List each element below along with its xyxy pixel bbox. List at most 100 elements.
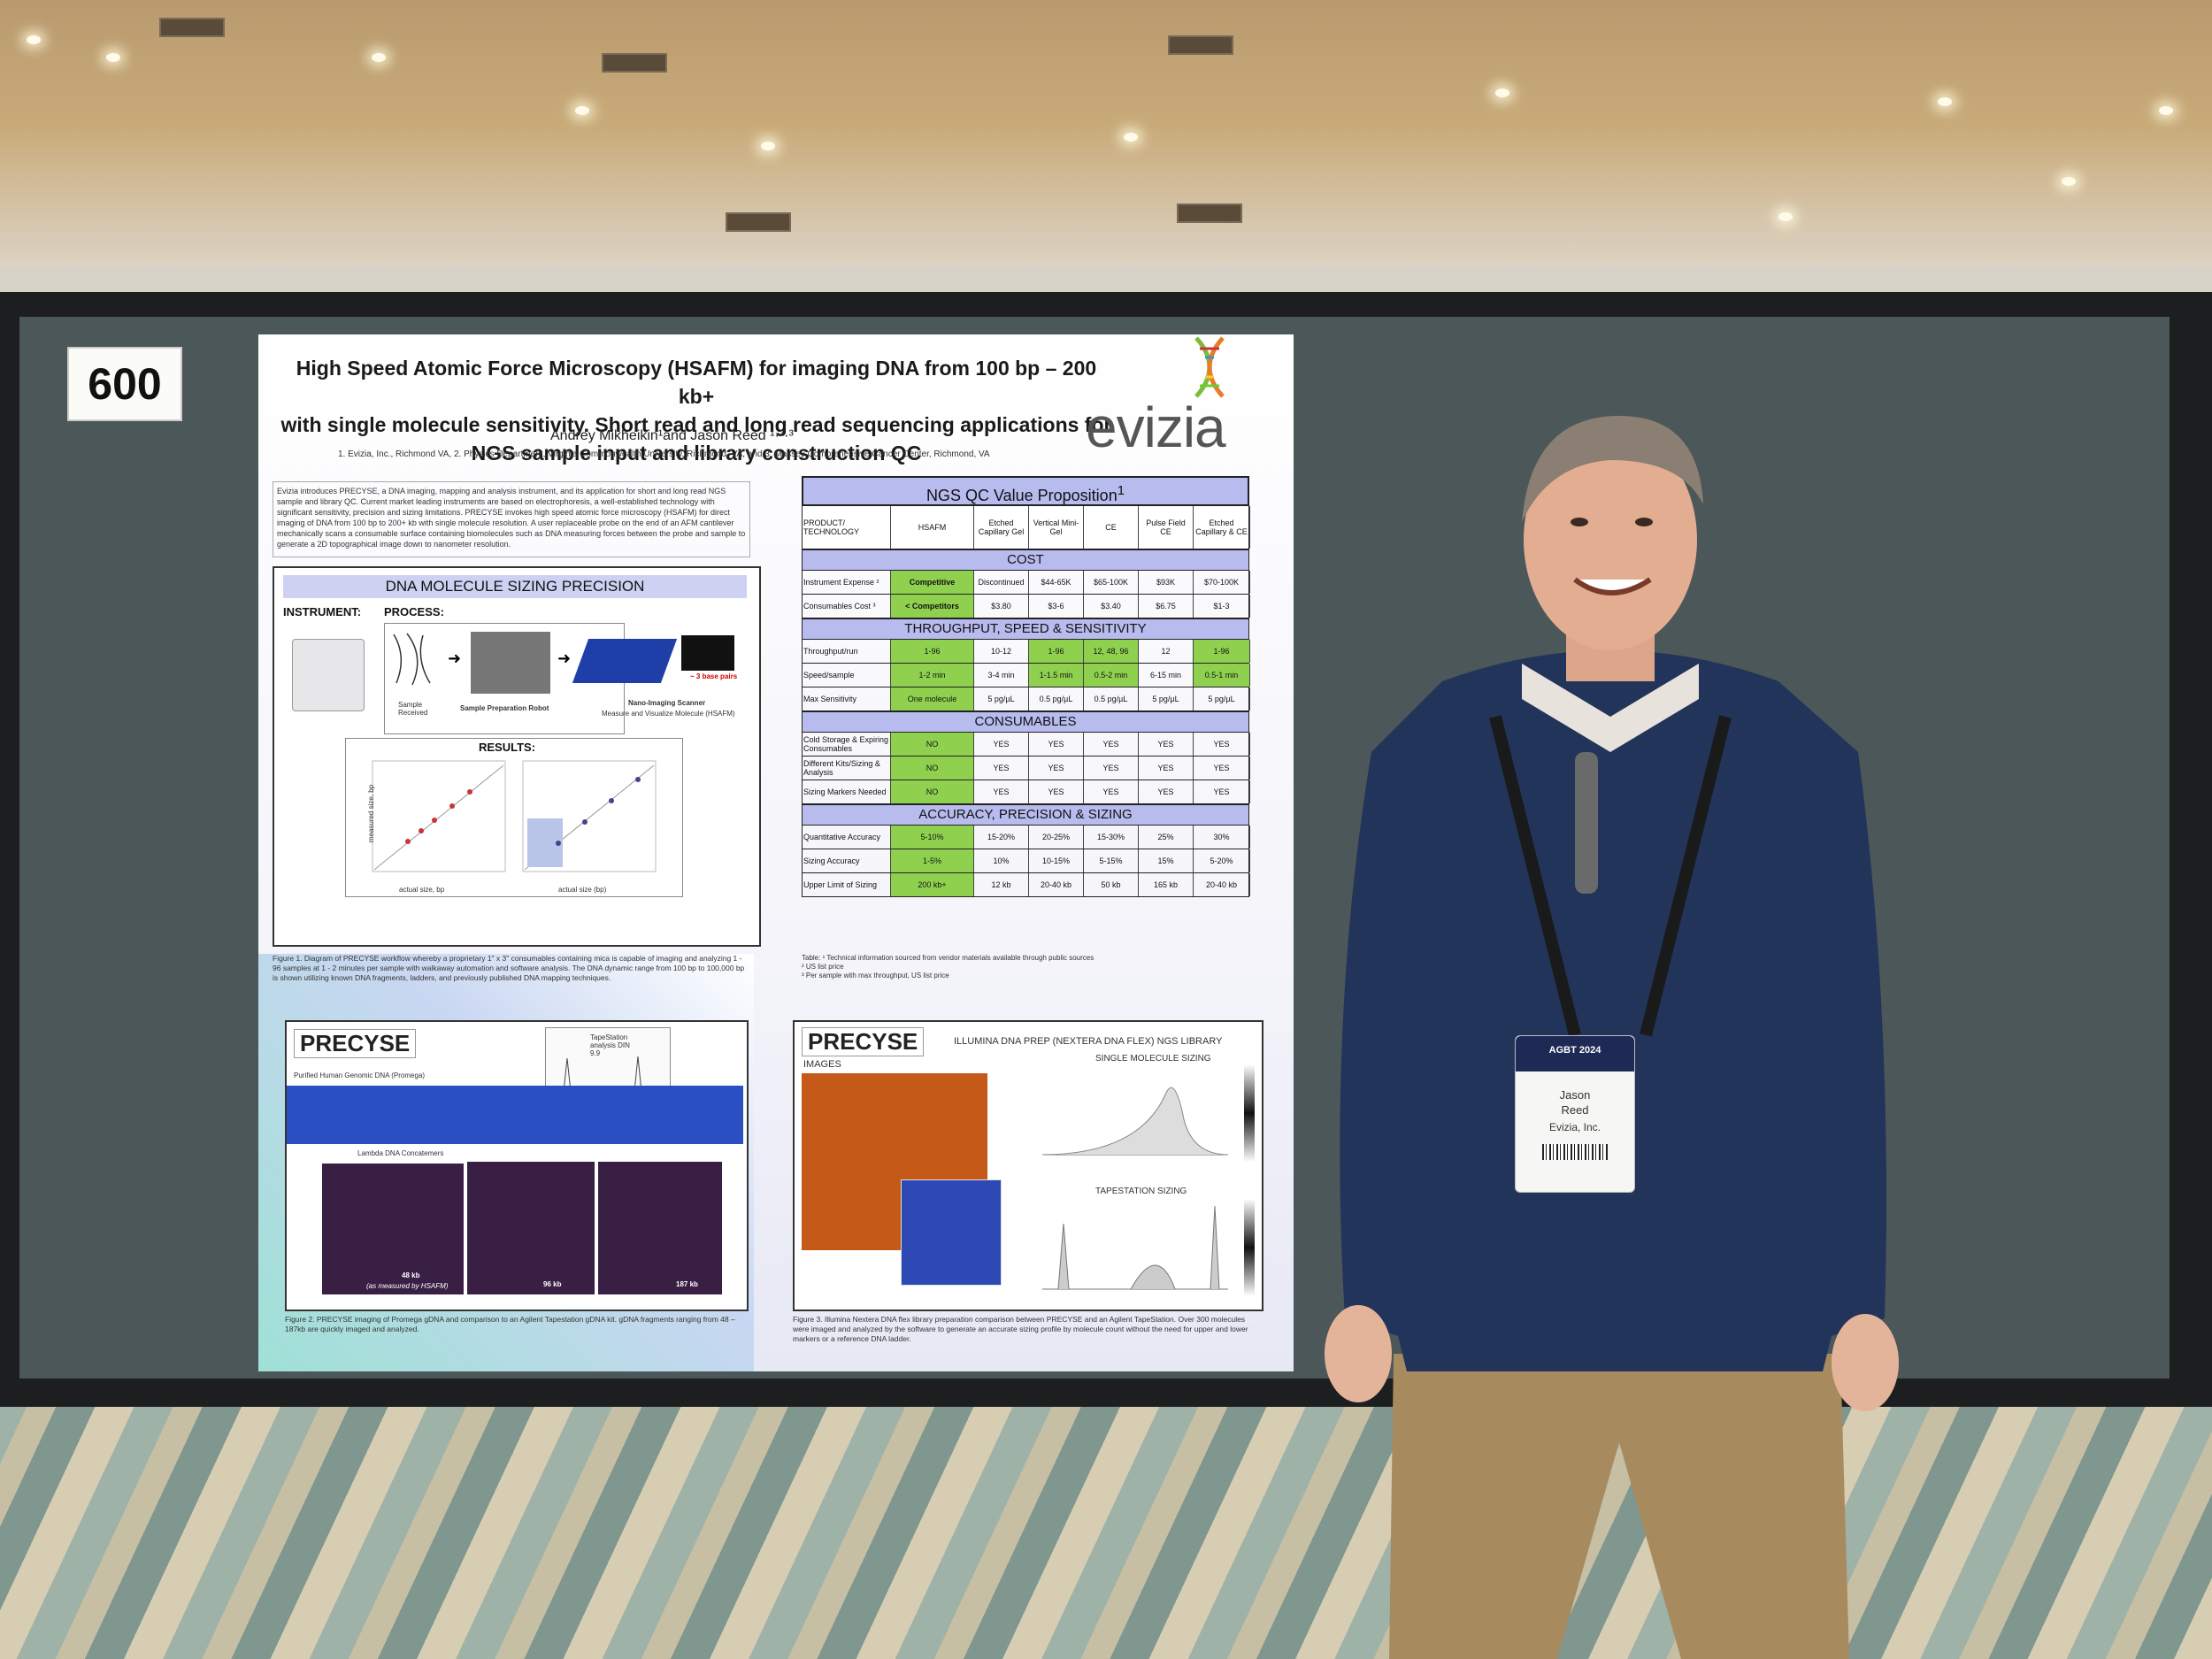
badge-barcode [1542,1144,1608,1160]
results-label: RESULTS: [479,741,536,754]
table-row-label: Throughput/run [803,640,891,663]
table-row-label: Quantitative Accuracy [803,826,891,849]
table-note-1: Table: ¹ Technical information sourced f… [802,954,1094,962]
table-header-row: PRODUCT/ TECHNOLOGY HSAFM Etched Capillary… [802,506,1250,549]
precyse-library-panel: PRECYSE ILLUMINA DNA PREP (NEXTERA DNA F… [793,1020,1263,1311]
tapestation-label: TapeStation analysis DIN 9.9 [590,1033,630,1057]
table-row: Speed/sample 1-2 min 3-4 min 1-1.5 min 0.5-2… [802,664,1250,687]
table-cell: 0.5-2 min [1084,664,1139,687]
single-molecule-histogram [1041,1087,1229,1156]
table-cell: 5-15% [1084,849,1139,872]
table-cell: 1-1.5 min [1029,664,1084,687]
library-title: ILLUMINA DNA PREP (NEXTERA DNA FLEX) NGS… [954,1036,1223,1047]
head [1524,429,1697,650]
table-cell: 1-5% [891,849,974,872]
table-row: Cold Storage & Expiring Consumables NO YES… [802,733,1250,757]
table-row: Consumables Cost ³ < Competitors $3.80 $3-6… [802,595,1250,618]
table-cell: 5 pg/µL [1194,687,1250,710]
concatemer-image-96kb [467,1162,595,1294]
table-cell: YES [974,780,1029,803]
base-pairs-label: ~ 3 base pairs [690,672,738,680]
table-cell: 10-15% [1029,849,1084,872]
table-cell: < Competitors [891,595,974,618]
table-body: COST Instrument Expense ² Competitive Disco… [802,549,1250,897]
research-poster: High Speed Atomic Force Microscopy (HSAF… [258,334,1294,1371]
table-cell: YES [974,757,1029,780]
sample-prep-robot-image [471,632,550,694]
sizing-scatter-plot [372,760,657,872]
gel-lane-image [1244,1199,1255,1296]
title-line-3: NGS sample input and library constructio… [471,442,922,465]
table-cell: 0.5 pg/µL [1084,687,1139,710]
table-cell: $44-65K [1029,571,1084,594]
sample-prep-label: Sample Preparation Robot [460,704,549,712]
genomic-dna-image [287,1086,743,1144]
navy-sweater [1340,650,1886,1371]
value-proposition-table: NGS QC Value Proposition1 PRODUCT/ TECHN… [802,476,1250,897]
gel-lane-image [1244,1064,1255,1162]
hair [1522,416,1703,522]
poster-authors: Andrey Mikheikin¹and Jason Reed ¹·²·³ [550,428,794,443]
figure-1-caption: Figure 1. Diagram of PRECYSE workflow wh… [273,954,745,982]
table-row-label: Instrument Expense ² [803,571,891,594]
table-cell: 6-15 min [1139,664,1194,687]
measure-label: Measure and Visualize Molecule (HSAFM) [602,710,735,718]
precyse-genomic-panel: PRECYSE TapeStation analysis DIN 9.9 Pur… [285,1020,749,1311]
agbt-logo: AGBT 2024 [1548,1045,1601,1056]
table-cell: YES [1139,733,1194,756]
table-cell: YES [1029,780,1084,803]
size-label-48kb: 48 kb [402,1271,420,1279]
table-cell: YES [1194,757,1250,780]
nano-imaging-label: Nano-Imaging Scanner [628,699,706,707]
table-column-header: Vertical Mini-Gel [1029,506,1084,549]
precyse-brand: PRECYSE [802,1027,925,1056]
table-cell: NO [891,733,974,756]
table-row-label: Max Sensitivity [803,687,891,710]
left-eye [1571,518,1588,526]
table-column-header: Etched Capillary & CE [1194,506,1250,549]
table-cell: YES [1194,733,1250,756]
presenter-person [1325,416,1899,1659]
table-cell: 5 pg/µL [1139,687,1194,710]
table-cell: $3.80 [974,595,1029,618]
table-cell: YES [1139,780,1194,803]
size-label-187kb: 187 kb [676,1280,698,1288]
sizing-panel-title: DNA MOLECULE SIZING PRECISION [283,575,747,598]
table-row-label: Different Kits/Sizing & Analysis [803,757,891,780]
table-cell: 12 [1139,640,1194,663]
table-cell: 25% [1139,826,1194,849]
table-cell: 10-12 [974,640,1029,663]
right-eye [1635,518,1653,526]
x-axis-label-right: actual size (bp) [558,886,607,894]
instrument-image [292,639,365,711]
badge-organization: Evizia, Inc. [1548,1121,1601,1133]
table-row-label: Sizing Markers Needed [803,780,891,803]
instrument-label: INSTRUMENT: [283,605,362,618]
khaki-pants [1389,1354,1849,1659]
lanyard [1489,715,1732,1037]
nano-imaging-surface-image [572,639,678,683]
figure-3-caption: Figure 3. Illumina Nextera DNA flex libr… [793,1315,1248,1343]
tapestation-inset: TapeStation analysis DIN 9.9 [545,1027,671,1096]
table-cell: $3.40 [1084,595,1139,618]
table-row: Different Kits/Sizing & Analysis NO YES YES… [802,757,1250,780]
results-chart: RESULTS: actual size, bp actual size (bp… [345,738,683,897]
table-cell: One molecule [891,687,974,710]
table-notes: Table: ¹ Technical information sourced f… [802,954,1244,980]
precyse-brand: PRECYSE [294,1029,417,1058]
table-cell: 12, 48, 96 [1084,640,1139,663]
table-cell: 5 pg/µL [974,687,1029,710]
concatemer-image-187kb [598,1162,722,1294]
table-section-header: COST [802,549,1249,571]
table-column-header: PRODUCT/ TECHNOLOGY [803,506,891,549]
table-cell: YES [1029,757,1084,780]
table-note-2: ² US list price [802,963,844,971]
table-row-label: Upper Limit of Sizing [803,873,891,896]
badge-last-name: Reed [1561,1103,1589,1117]
measured-note: (as measured by HSAFM) [366,1282,449,1290]
figure-2-caption: Figure 2. PRECYSE imaging of Promega gDN… [285,1315,735,1333]
genomic-dna-label: Purified Human Genomic DNA (Promega) [294,1071,426,1079]
table-cell: 20-40 kb [1029,873,1084,896]
table-row: Instrument Expense ² Competitive Discontin… [802,571,1250,595]
poster-title: High Speed Atomic Force Microscopy (HSAF… [276,354,1117,467]
